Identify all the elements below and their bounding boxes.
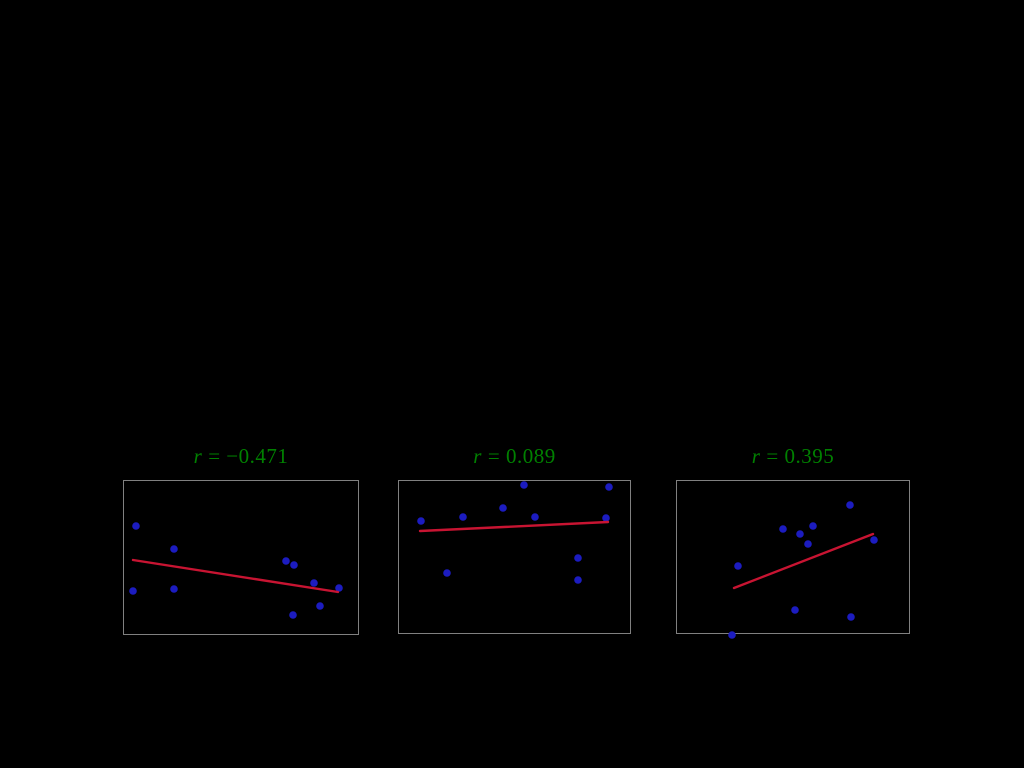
- data-point: [809, 522, 817, 530]
- data-point: [129, 587, 137, 595]
- data-point: [779, 525, 787, 533]
- data-point: [574, 554, 582, 562]
- scatter-canvas-3: [676, 480, 910, 639]
- regression-line: [732, 532, 875, 590]
- plot-title-1: r = −0.471: [123, 443, 359, 469]
- data-point: [531, 513, 539, 521]
- data-point: [443, 569, 451, 577]
- data-point: [804, 540, 812, 548]
- data-point: [846, 501, 854, 509]
- data-point: [520, 481, 528, 489]
- data-point: [870, 536, 878, 544]
- correlation-value: = 0.089: [487, 444, 556, 468]
- data-point: [728, 631, 736, 639]
- data-point: [290, 561, 298, 569]
- data-point: [335, 584, 343, 592]
- data-point: [796, 530, 804, 538]
- data-point: [791, 606, 799, 614]
- correlation-value: = 0.395: [766, 444, 835, 468]
- data-point: [847, 613, 855, 621]
- data-point: [459, 513, 467, 521]
- correlation-variable: r: [193, 444, 203, 468]
- data-point: [605, 483, 613, 491]
- correlation-value: = −0.471: [208, 444, 289, 468]
- correlation-variable: r: [473, 444, 482, 468]
- data-point: [602, 514, 610, 522]
- data-point: [499, 504, 507, 512]
- plot-title-2: r = 0.089: [398, 443, 631, 469]
- plot-title-3: r = 0.395: [676, 443, 910, 469]
- regression-line: [418, 520, 610, 533]
- data-point: [170, 585, 178, 593]
- data-point: [310, 579, 318, 587]
- scatter-plot-2: r = 0.089: [398, 443, 631, 634]
- data-point: [417, 517, 425, 525]
- data-point: [734, 562, 742, 570]
- data-point: [282, 557, 290, 565]
- correlation-variable: r: [751, 444, 761, 468]
- scatter-plot-1: r = −0.471: [123, 443, 359, 635]
- data-point: [170, 545, 178, 553]
- scatter-plot-3: r = 0.395: [676, 443, 910, 639]
- data-point: [289, 611, 297, 619]
- scatter-canvas-2: [398, 480, 631, 634]
- data-point: [132, 522, 140, 530]
- regression-line: [131, 558, 340, 594]
- data-point: [574, 576, 582, 584]
- data-point: [316, 602, 324, 610]
- scatter-canvas-1: [123, 480, 359, 635]
